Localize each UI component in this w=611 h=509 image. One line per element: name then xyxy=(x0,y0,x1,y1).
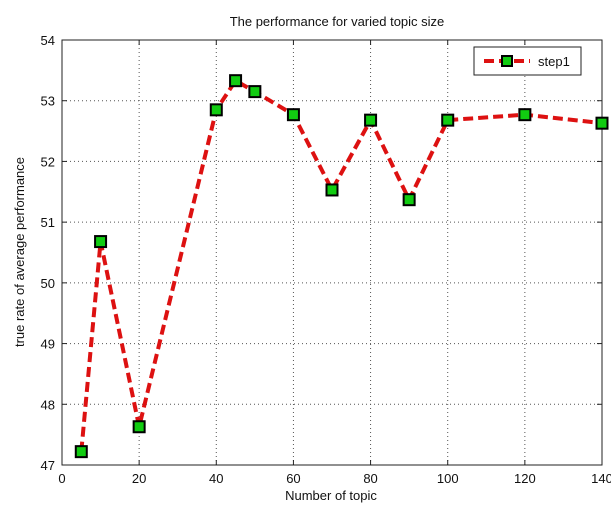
plot-area xyxy=(61,39,603,466)
x-tick-label: 80 xyxy=(363,471,377,486)
x-tick-label: 40 xyxy=(209,471,223,486)
y-axis-label: true rate of average performance xyxy=(12,157,27,347)
x-tick-label: 120 xyxy=(514,471,536,486)
grid xyxy=(62,40,602,465)
data-point-marker xyxy=(402,193,416,207)
legend: step1 xyxy=(473,46,582,76)
y-tick-label: 49 xyxy=(41,337,55,352)
y-tick-label: 50 xyxy=(41,276,55,291)
ticks: 0 20 40 60 80 100 120 140 47 48 49 50 51 52 53 54 xyxy=(41,33,611,486)
x-axis-label: Number of topic xyxy=(285,488,377,503)
data-point-marker xyxy=(248,85,262,99)
data-point-marker xyxy=(229,74,243,88)
data-point-marker xyxy=(325,183,339,197)
x-tick-label: 100 xyxy=(437,471,459,486)
data-point-marker xyxy=(209,103,223,117)
y-tick-label: 48 xyxy=(41,397,55,412)
y-tick-label: 47 xyxy=(41,458,55,473)
data-point-marker xyxy=(286,108,300,122)
y-tick-label: 52 xyxy=(41,154,55,169)
y-tick-label: 53 xyxy=(41,94,55,109)
legend-marker xyxy=(501,55,513,67)
y-tick-label: 54 xyxy=(41,33,55,48)
chart-title: The performance for varied topic size xyxy=(230,14,445,29)
data-point-marker xyxy=(595,116,609,130)
data-point-marker xyxy=(132,420,146,434)
y-tick-label: 51 xyxy=(41,215,55,230)
data-point-marker xyxy=(441,113,455,127)
data-point-marker xyxy=(364,113,378,127)
x-tick-label: 0 xyxy=(58,471,65,486)
series-layer xyxy=(74,74,609,459)
x-tick-label: 140 xyxy=(591,471,611,486)
legend-series-name: step1 xyxy=(538,54,570,69)
data-point-marker xyxy=(94,235,108,249)
x-tick-label: 20 xyxy=(132,471,146,486)
data-point-marker xyxy=(518,108,532,122)
data-point-marker xyxy=(74,445,88,459)
x-tick-label: 60 xyxy=(286,471,300,486)
